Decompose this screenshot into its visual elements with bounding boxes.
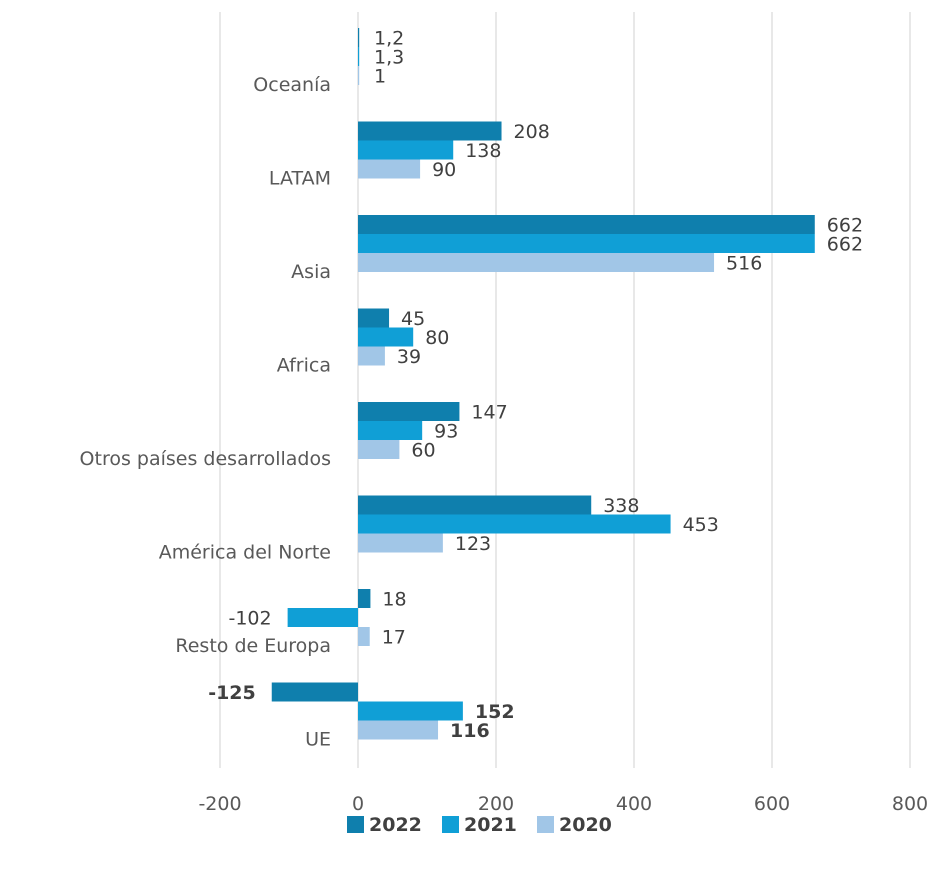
- bar-latam-2021: [358, 140, 454, 160]
- value-label-resto-de-europa-2022: 18: [382, 589, 406, 611]
- value-label-america-del-norte-2021: 453: [683, 514, 719, 536]
- bar-latam-2022: [358, 121, 502, 141]
- bar-oceania-2020: [358, 66, 360, 85]
- value-label-otros-paises-desarrollados-2022: 147: [471, 402, 507, 424]
- category-label-resto-de-europa: Resto de Europa: [175, 635, 331, 657]
- bar-oceania-2021: [358, 47, 360, 66]
- legend-item-2021[interactable]: 2021: [442, 814, 517, 836]
- bar-asia-2022: [358, 215, 815, 234]
- bar-resto-de-europa-2021: [287, 608, 358, 627]
- value-label-oceania-2020: 1: [374, 66, 386, 88]
- bar-resto-de-europa-2020: [358, 627, 370, 646]
- bar-otros-paises-desarrollados-2021: [358, 421, 423, 440]
- legend-label-2020: 2020: [559, 814, 612, 836]
- category-label-oceania: Oceanía: [253, 74, 331, 96]
- value-label-oceania-2021: 1,3: [374, 47, 404, 69]
- x-tick-label-800: 800: [892, 793, 928, 815]
- bar-africa-2021: [358, 327, 414, 347]
- x-axis-tick-labels: -200 0 200 400 600 800: [198, 793, 928, 815]
- bar-america-del-norte-2020: [358, 533, 443, 553]
- bars: [271, 28, 815, 740]
- category-label-otros-paises-desarrollados: Otros países desarrollados: [80, 448, 331, 470]
- category-label-ue: UE: [305, 729, 331, 751]
- x-tick-label-200: -200: [198, 793, 241, 815]
- value-label-asia-2022: 662: [827, 215, 863, 237]
- legend-label-2021: 2021: [464, 814, 517, 836]
- bar-asia-2021: [358, 234, 815, 253]
- bar-otros-paises-desarrollados-2020: [358, 440, 400, 459]
- value-label-latam-2022: 208: [514, 121, 550, 143]
- bar-ue-2021: [358, 701, 463, 721]
- category-label-latam: LATAM: [269, 168, 331, 190]
- value-label-africa-2020: 39: [397, 346, 421, 368]
- bar-america-del-norte-2022: [358, 495, 592, 515]
- legend-label-2022: 2022: [369, 814, 422, 836]
- bar-asia-2020: [358, 253, 715, 272]
- x-tick-label-200: 200: [478, 793, 514, 815]
- x-tick-label-600: 600: [754, 793, 790, 815]
- bar-otros-paises-desarrollados-2022: [358, 402, 460, 421]
- bar-ue-2020: [358, 720, 439, 740]
- legend-swatch-2020: [537, 816, 554, 833]
- x-tick-label-0: 0: [352, 793, 364, 815]
- category-label-asia: Asia: [291, 261, 331, 283]
- value-label-otros-paises-desarrollados-2021: 93: [434, 421, 458, 443]
- value-label-asia-2021: 662: [827, 234, 863, 256]
- category-label-africa: Africa: [277, 355, 331, 377]
- value-label-asia-2020: 516: [726, 253, 762, 275]
- value-label-resto-de-europa-2021: -102: [228, 608, 271, 630]
- value-label-oceania-2022: 1,2: [374, 28, 404, 50]
- value-label-ue-2022: -125: [208, 682, 256, 704]
- value-label-africa-2022: 45: [401, 308, 425, 330]
- bar-resto-de-europa-2022: [358, 589, 371, 608]
- category-label-america-del-norte: América del Norte: [159, 542, 331, 564]
- category-labels: Oceanía LATAM Asia Africa Otros países desar…: [80, 74, 331, 751]
- x-tick-label-400: 400: [616, 793, 652, 815]
- legend[interactable]: 2022 2021 2020: [347, 814, 612, 836]
- value-label-america-del-norte-2020: 123: [455, 533, 491, 555]
- value-label-ue-2021: 152: [475, 701, 515, 723]
- value-label-america-del-norte-2022: 338: [603, 495, 639, 517]
- bar-america-del-norte-2021: [358, 514, 671, 534]
- bar-africa-2020: [358, 346, 385, 366]
- value-label-otros-paises-desarrollados-2020: 60: [411, 440, 435, 462]
- bar-oceania-2022: [358, 28, 360, 47]
- value-label-ue-2020: 116: [450, 720, 490, 742]
- legend-item-2022[interactable]: 2022: [347, 814, 422, 836]
- value-label-latam-2021: 138: [465, 140, 501, 162]
- value-label-africa-2021: 80: [425, 327, 449, 349]
- legend-swatch-2022: [347, 816, 364, 833]
- bar-ue-2022: [271, 682, 358, 702]
- value-label-latam-2020: 90: [432, 159, 456, 181]
- value-label-resto-de-europa-2020: 17: [382, 627, 406, 649]
- legend-swatch-2021: [442, 816, 459, 833]
- legend-item-2020[interactable]: 2020: [537, 814, 612, 836]
- bar-latam-2020: [358, 159, 421, 179]
- bar-africa-2022: [358, 308, 390, 328]
